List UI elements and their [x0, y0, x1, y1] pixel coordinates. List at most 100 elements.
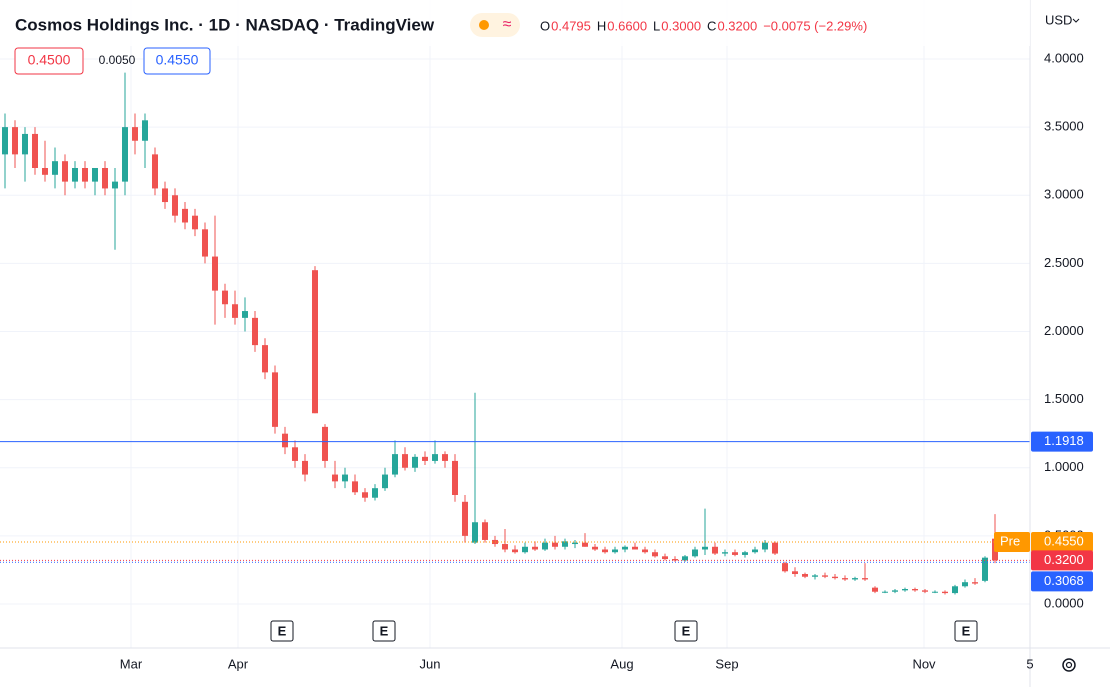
candle-body [442, 454, 448, 461]
candle-body [122, 127, 128, 182]
candle-body [652, 552, 658, 557]
trade-button[interactable] [14, 47, 84, 75]
candle-body [592, 546, 598, 550]
candle-body [352, 481, 358, 493]
candle-body [302, 460, 308, 475]
legend-value: 0.3200 [717, 18, 757, 33]
candle-body [232, 304, 238, 318]
price-label: 0.4550 [1044, 533, 1084, 548]
candle-body [562, 541, 568, 547]
candle-body [902, 589, 908, 591]
candle-body [852, 578, 858, 580]
candle-body [912, 589, 918, 591]
y-tick-label: 4.0000 [1044, 50, 1084, 65]
trade-button-label: 0.4550 [156, 52, 199, 68]
candle-body [112, 181, 118, 189]
legend-key: H [597, 18, 606, 33]
candle-body [382, 474, 388, 489]
candle-body [702, 546, 708, 550]
candle-body [942, 591, 948, 594]
candle-body [432, 454, 438, 461]
candle-body [162, 188, 168, 203]
candle-body [792, 571, 798, 575]
chart-title: Cosmos Holdings Inc. · 1D · NASDAQ · Tra… [15, 15, 435, 34]
legend-key: C [707, 18, 716, 33]
trade-buttons: 0.4500 0.0050 0.4550 [14, 47, 211, 75]
candle-body [292, 447, 298, 461]
y-tick-label: 3.5000 [1044, 119, 1084, 134]
y-tick-label: 1.5000 [1044, 391, 1084, 406]
candle-body [762, 542, 768, 550]
currency[interactable]: USD [1045, 12, 1072, 27]
candle-body [642, 549, 648, 553]
candle-body [872, 587, 878, 592]
candle-body [52, 161, 58, 175]
legend-key: O [540, 18, 550, 33]
earnings-marker [674, 620, 698, 642]
candle-body [262, 345, 268, 373]
y-tick-label: 2.0000 [1044, 323, 1084, 338]
price-tag-bg [994, 531, 1030, 552]
candle-body [972, 582, 978, 584]
x-tick-label: Nov [912, 656, 936, 671]
price-tag: Pre [1000, 533, 1020, 548]
candle-body [712, 546, 718, 554]
candle-body [862, 578, 868, 580]
trade-button[interactable] [143, 47, 211, 75]
candle-body [752, 549, 758, 553]
x-tick-label: 5 [1026, 656, 1033, 671]
price-label-bg [1031, 571, 1093, 592]
candle-body [272, 372, 278, 427]
candle-body [282, 433, 288, 448]
ohlc-legend: O 0.4795 H 0.6600 L 0.3000 C 0.3200 −0.0075 (−2.… [540, 18, 867, 33]
candle-body [882, 591, 888, 593]
candle-body [172, 195, 178, 216]
candle-body [522, 546, 528, 553]
candle-body [472, 522, 478, 543]
x-tick-label: Aug [610, 656, 633, 671]
price-label-bg [1031, 431, 1093, 452]
earnings-label: E [962, 623, 971, 638]
settings-icon[interactable] [1062, 658, 1076, 672]
spread-label: 0.0050 [99, 53, 136, 67]
candle-body [332, 474, 338, 482]
candle-body [662, 556, 668, 560]
candle-body [422, 456, 428, 461]
candle-body [392, 454, 398, 475]
candle-body [742, 552, 748, 555]
candle-body [222, 290, 228, 305]
candle-body [512, 549, 518, 553]
legend-value: 0.4795 [551, 18, 591, 33]
legend-value: 0.3000 [661, 18, 701, 33]
candle-body [2, 127, 8, 155]
earnings-label: E [380, 623, 389, 638]
y-tick-label: 1.0000 [1044, 459, 1084, 474]
candle-body [502, 544, 508, 550]
candle-body [672, 559, 678, 561]
candle-body [892, 590, 898, 592]
legend-value: 0.6600 [607, 18, 647, 33]
candle-body [552, 542, 558, 547]
candle-body [772, 542, 778, 554]
candle-body [42, 167, 48, 175]
candle-body [782, 563, 788, 572]
candle-body [22, 133, 28, 155]
price-label: 0.3068 [1044, 573, 1084, 588]
candle-body [922, 590, 928, 592]
price-label-bg [1031, 550, 1093, 571]
candle-body [802, 574, 808, 577]
candle-body [462, 501, 468, 536]
candle-body [82, 167, 88, 182]
candle-body [102, 167, 108, 189]
grid [0, 0, 1031, 648]
candle-body [832, 576, 838, 579]
earnings-label: E [682, 623, 691, 638]
candle-body [152, 154, 158, 189]
candle-body [732, 552, 738, 555]
candle-body [842, 578, 848, 580]
candle-body [362, 492, 368, 498]
price-label: 1.1918 [1044, 433, 1084, 448]
y-tick-label: 0.0000 [1044, 595, 1084, 610]
candle-body [812, 575, 818, 577]
candle-body [62, 161, 68, 182]
